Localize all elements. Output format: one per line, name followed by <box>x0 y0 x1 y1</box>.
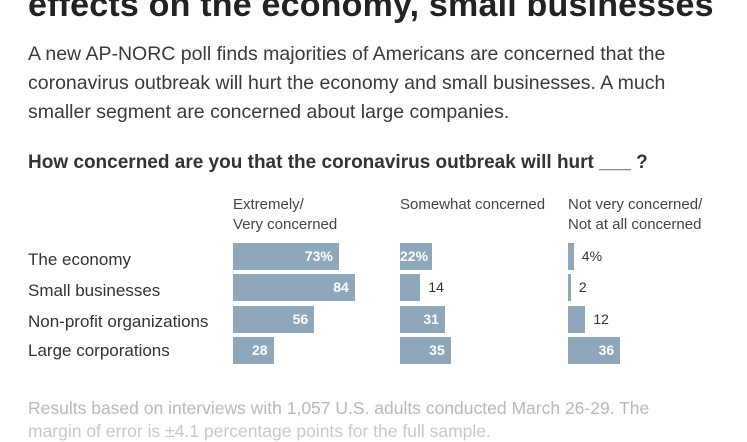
bar-label-s0-c1: 84 <box>333 279 349 295</box>
row-label-1: Small businesses <box>28 281 161 300</box>
row-label-3: Large corporations <box>28 341 170 360</box>
row-label-2: Non-profit organizations <box>28 312 209 331</box>
bar-label-s1-c3: 35 <box>429 342 445 358</box>
column-header-2: Not very concerned/ Not at all concerned <box>568 196 703 233</box>
intro-text: A new AP-NORC poll finds majorities of A… <box>28 43 666 123</box>
bar-s0-c1 <box>233 274 355 301</box>
footnote-cut: margin of error is ±4.1 percentage point… <box>28 421 491 441</box>
footnote: Results based on interviews with 1,057 U… <box>28 398 650 418</box>
column-header-1: Somewhat concerned <box>400 196 546 213</box>
bar-s2-c2 <box>568 306 586 333</box>
bar-s1-c3 <box>400 337 451 364</box>
bar-label-s2-c0: 4% <box>581 248 603 264</box>
bar-label-s0-c3: 28 <box>252 342 268 358</box>
bar-s1-c1 <box>400 274 421 301</box>
bar-label-s2-c2: 12 <box>593 311 609 327</box>
bar-label-s0-c0: 73% <box>304 248 333 264</box>
question: How concerned are you that the coronavir… <box>28 152 648 173</box>
bar-s0-c3 <box>233 337 274 364</box>
column-header-0: Extremely/ Very concerned <box>233 196 338 233</box>
bar-label-s0-c2: 56 <box>292 311 309 327</box>
bar-label-s1-c0: 22% <box>400 248 429 264</box>
bar-s2-c0 <box>568 243 574 270</box>
bar-s1-c0 <box>400 243 432 270</box>
row-label-0: The economy <box>28 250 131 269</box>
bar-s0-c0 <box>233 243 339 270</box>
bar-s0-c2 <box>233 306 315 333</box>
bar-label-s2-c3: 36 <box>598 342 615 358</box>
bar-label-s2-c1: 2 <box>578 279 587 295</box>
headline: effects on the economy, small businesses <box>28 0 714 24</box>
bar-s2-c1 <box>568 274 571 301</box>
bar-label-s1-c1: 14 <box>428 279 444 295</box>
bar-label-s1-c2: 31 <box>423 311 439 327</box>
bar-s2-c3 <box>568 337 621 364</box>
bar-s1-c2 <box>400 306 445 333</box>
